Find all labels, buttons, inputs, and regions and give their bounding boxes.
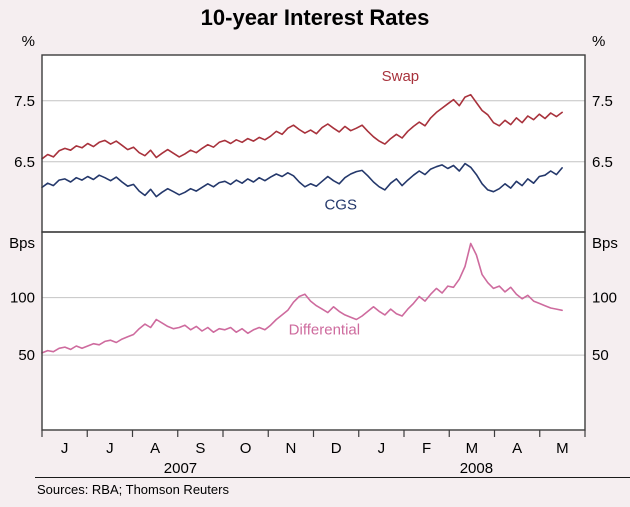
sources-note: Sources: RBA; Thomson Reuters — [37, 482, 229, 497]
x-month-label: A — [150, 440, 160, 457]
x-month-label: S — [195, 440, 205, 457]
axis-unit-left: % — [22, 33, 35, 50]
x-month-label: F — [422, 440, 431, 457]
series-line-cgs — [41, 162, 563, 198]
series-line-swap — [41, 93, 563, 160]
series-label-swap: Swap — [382, 68, 420, 85]
series-line-differential — [41, 242, 563, 354]
y-tick-label-right: 6.5 — [592, 154, 613, 171]
x-month-label: O — [240, 440, 252, 457]
y-tick-label-right: 100 — [592, 290, 617, 307]
x-month-label: J — [106, 440, 114, 457]
x-month-label: D — [331, 440, 342, 457]
axis-unit-right: % — [592, 33, 605, 50]
x-year-label: 2008 — [460, 460, 493, 477]
footer-divider — [35, 477, 630, 478]
x-month-label: M — [556, 440, 569, 457]
x-month-label: J — [61, 440, 69, 457]
y-tick-label-left: 50 — [18, 347, 35, 364]
panel-background — [42, 232, 585, 430]
x-year-label: 2007 — [164, 460, 197, 477]
x-month-label: M — [466, 440, 479, 457]
y-tick-label-left: 6.5 — [14, 154, 35, 171]
series-label-cgs: CGS — [324, 196, 357, 213]
y-tick-label-right: 50 — [592, 347, 609, 364]
panel-background — [42, 55, 585, 232]
x-month-label: A — [512, 440, 522, 457]
axis-unit-right: Bps — [592, 235, 618, 252]
chart-title: 10-year Interest Rates — [200, 5, 430, 30]
y-tick-label-right: 7.5 — [592, 93, 613, 110]
series-label-differential: Differential — [289, 322, 360, 339]
y-tick-label-left: 100 — [10, 290, 35, 307]
x-month-label: N — [285, 440, 296, 457]
y-tick-label-left: 7.5 — [14, 93, 35, 110]
axis-unit-left: Bps — [9, 235, 35, 252]
x-month-label: J — [378, 440, 386, 457]
